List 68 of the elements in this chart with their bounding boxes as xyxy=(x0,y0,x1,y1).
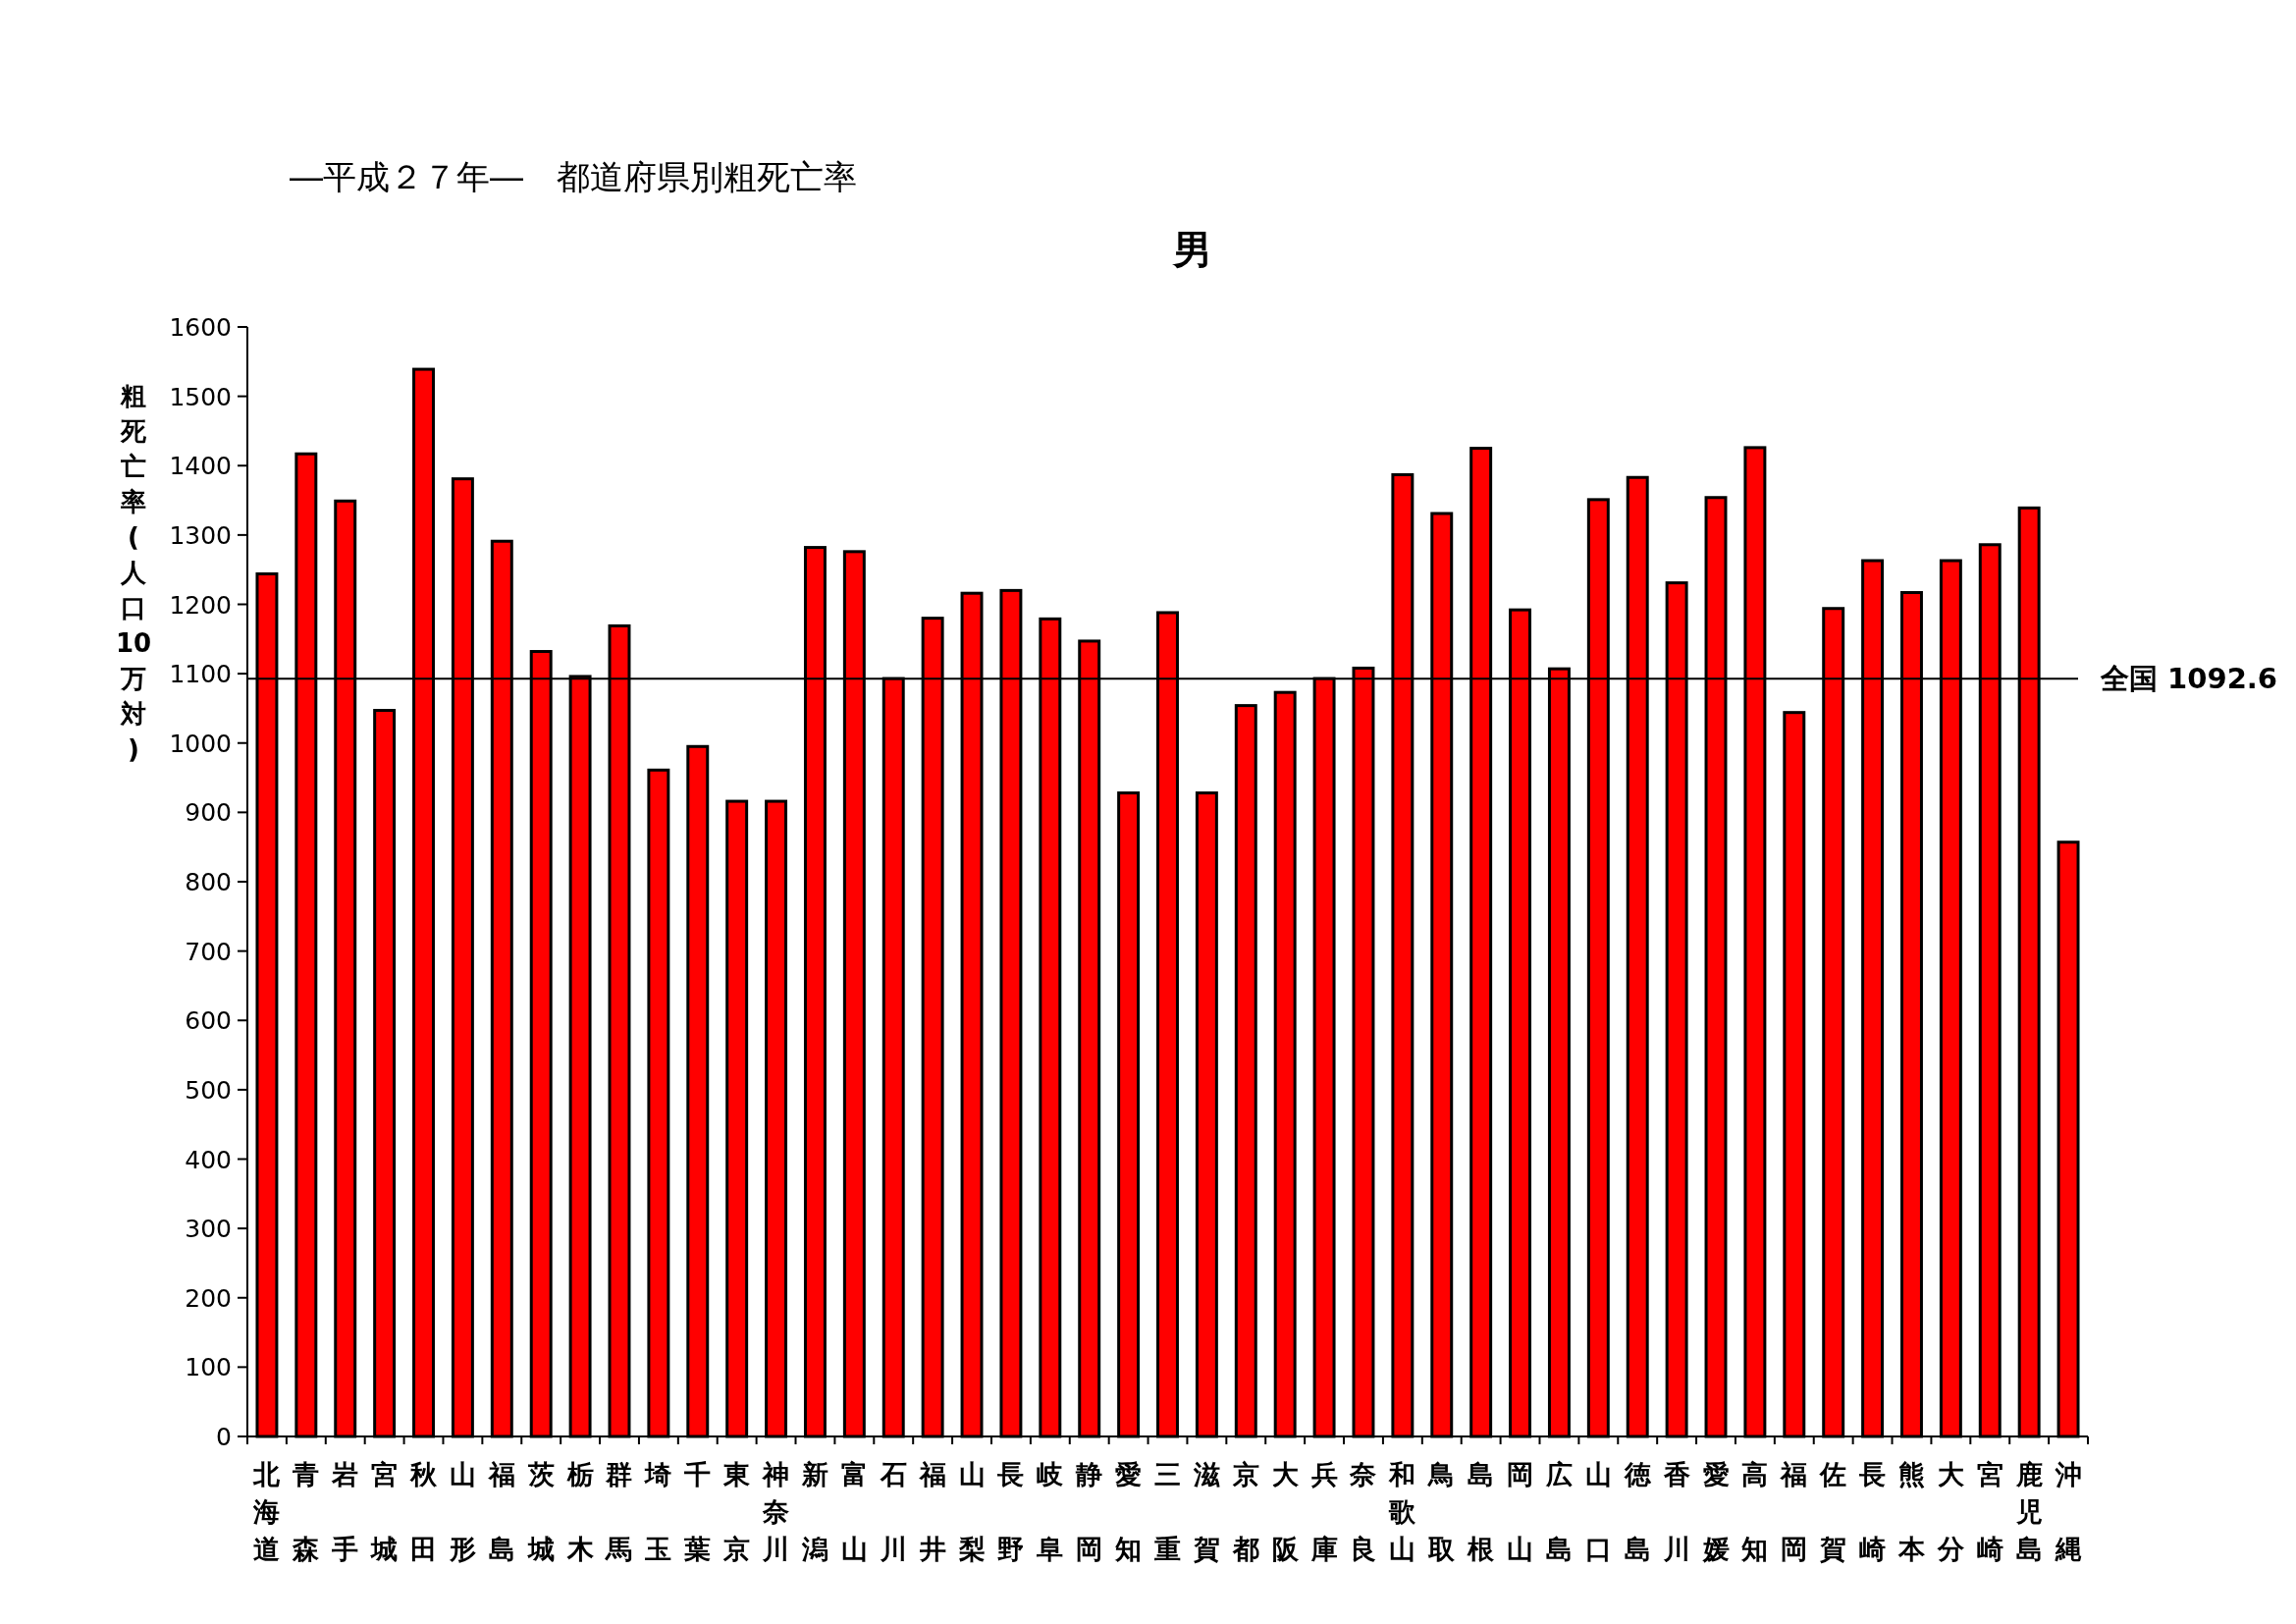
category-label: 宮城 xyxy=(371,1459,399,1564)
category-label: 島根 xyxy=(1468,1459,1495,1564)
category-label: 鳥取 xyxy=(1428,1459,1456,1564)
chart-subtitle: 男 xyxy=(1172,227,1212,272)
y-tick-label: 600 xyxy=(185,1006,232,1036)
category-label: 熊本 xyxy=(1897,1459,1925,1564)
category-label: 山形 xyxy=(449,1459,476,1564)
category-label: 福岡 xyxy=(1781,1459,1808,1564)
category-label: 愛知 xyxy=(1115,1459,1143,1564)
category-label: 新潟 xyxy=(801,1459,828,1564)
category-label: 茨城 xyxy=(527,1459,555,1564)
y-tick-label: 900 xyxy=(185,798,232,828)
y-tick-label: 300 xyxy=(185,1215,232,1244)
y-tick-label: 800 xyxy=(185,868,232,896)
y-tick-label: 700 xyxy=(185,937,232,966)
category-label: 佐賀 xyxy=(1820,1459,1847,1564)
category-label: 山梨 xyxy=(958,1459,986,1564)
category-label: 香川 xyxy=(1663,1459,1690,1564)
y-tick-label: 1600 xyxy=(169,313,232,342)
x-tick-label: 北海道 xyxy=(252,1459,282,1564)
category-label: 長崎 xyxy=(1859,1459,1887,1564)
category-label: 広島 xyxy=(1545,1459,1573,1564)
category-label: 京都 xyxy=(1232,1459,1259,1564)
y-tick-label: 1500 xyxy=(169,382,232,411)
x-tick-label: 和歌山 xyxy=(1388,1459,1417,1564)
category-label: 徳島 xyxy=(1624,1459,1651,1564)
category-label: 群馬 xyxy=(606,1459,633,1564)
category-label: 山口 xyxy=(1584,1459,1612,1564)
y-tick-label: 1100 xyxy=(169,660,232,689)
x-tick-label: 神奈川 xyxy=(761,1459,790,1564)
category-label: 福井 xyxy=(919,1459,946,1564)
ref-line-label: 全国 1092.6 xyxy=(2100,662,2278,696)
y-tick-label: 1200 xyxy=(169,590,232,620)
category-label: 静岡 xyxy=(1076,1459,1103,1564)
category-label: 大分 xyxy=(1937,1459,1964,1564)
category-label: 東京 xyxy=(723,1459,751,1564)
y-tick-label: 100 xyxy=(185,1353,232,1382)
y-tick-label: 0 xyxy=(216,1423,232,1451)
y-tick-label: 500 xyxy=(185,1075,232,1105)
category-label: 福島 xyxy=(488,1459,515,1564)
y-tick-label: 1000 xyxy=(169,729,232,758)
category-label: 栃木 xyxy=(566,1459,594,1564)
y-tick-label: 200 xyxy=(185,1283,232,1313)
category-label: 岡山 xyxy=(1507,1459,1534,1564)
chart-title: ―平成２７年― 都道府県別粗死亡率 xyxy=(290,157,857,196)
category-label: 岩手 xyxy=(332,1459,359,1564)
category-label: 富山 xyxy=(840,1459,868,1564)
category-label: 大阪 xyxy=(1271,1459,1299,1564)
category-label: 埼玉 xyxy=(645,1459,672,1564)
category-label: 宮崎 xyxy=(1976,1459,2003,1564)
category-label: 三重 xyxy=(1154,1459,1181,1564)
category-label: 石川 xyxy=(880,1459,907,1564)
category-label: 岐阜 xyxy=(1037,1459,1064,1564)
category-label: 愛媛 xyxy=(1702,1459,1730,1564)
category-label: 沖縄 xyxy=(2055,1459,2082,1564)
category-label: 滋賀 xyxy=(1193,1459,1220,1564)
text: 粗死亡率(人口10万対) xyxy=(115,381,152,764)
category-label: 長野 xyxy=(997,1459,1025,1564)
category-label: 青森 xyxy=(293,1459,320,1564)
category-label: 秋田 xyxy=(410,1459,438,1564)
y-tick-label: 1300 xyxy=(169,520,232,550)
category-label: 奈良 xyxy=(1350,1459,1377,1564)
x-tick-label: 鹿児島 xyxy=(2014,1459,2043,1564)
y-tick-label: 1400 xyxy=(169,452,232,481)
y-tick-label: 400 xyxy=(185,1145,232,1174)
category-label: 兵庫 xyxy=(1310,1459,1338,1564)
category-label: 高知 xyxy=(1741,1459,1769,1564)
category-label: 千葉 xyxy=(684,1459,712,1564)
